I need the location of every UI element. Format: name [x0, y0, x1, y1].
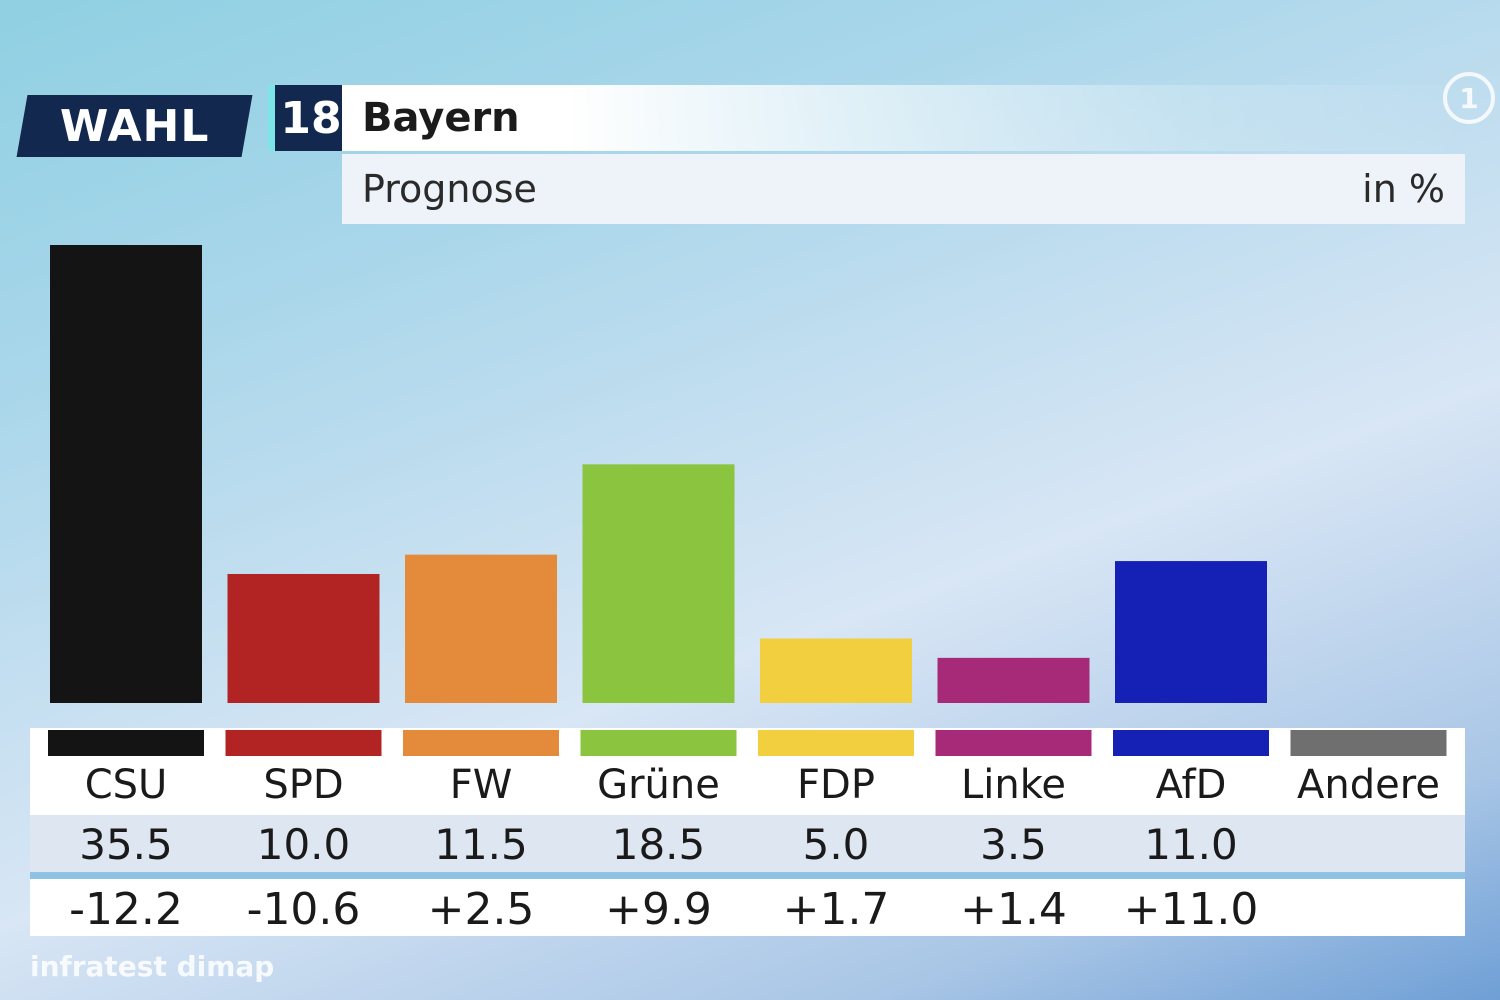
- change-label-spd: -10.6: [246, 884, 361, 935]
- party-label-spd: SPD: [263, 762, 344, 808]
- year-badge: 18: [268, 85, 347, 151]
- change-label-linke: +1.4: [960, 884, 1067, 935]
- channel-logo-icon: 1: [1443, 72, 1495, 124]
- color-strip-afd: [1113, 730, 1269, 756]
- party-label-fdp: FDP: [797, 762, 875, 808]
- party-label-andere: Andere: [1297, 762, 1440, 808]
- source-label: infratest dimap: [30, 950, 275, 983]
- bar-afd: [1115, 561, 1267, 703]
- bar-linke: [937, 657, 1090, 703]
- value-label-gr-ne: 18.5: [611, 820, 706, 869]
- page-title: Bayern: [342, 85, 1465, 151]
- title-text: Bayern: [362, 95, 520, 141]
- party-label-fw: FW: [449, 762, 513, 808]
- value-label-afd: 11.0: [1144, 820, 1238, 869]
- color-strip-linke: [935, 730, 1092, 756]
- value-label-fdp: 5.0: [802, 820, 870, 869]
- value-label-linke: 3.5: [980, 820, 1047, 869]
- bar-csu: [50, 245, 202, 703]
- color-strip-andere: [1290, 730, 1447, 756]
- color-strip-spd: [225, 730, 382, 756]
- change-label-fdp: +1.7: [782, 884, 890, 935]
- subtitle-text: Prognose: [362, 167, 537, 211]
- subtitle-bar: Prognose in %: [342, 154, 1465, 224]
- change-label-afd: +11.0: [1123, 884, 1259, 935]
- party-label-csu: CSU: [84, 762, 168, 808]
- bar-fw: [405, 554, 557, 703]
- unit-label: in %: [1362, 167, 1445, 211]
- change-label-csu: -12.2: [69, 884, 183, 935]
- values-row-band: [30, 815, 1465, 872]
- row-separator: [30, 872, 1465, 879]
- color-strip-fdp: [758, 730, 914, 756]
- color-strip-gr-ne: [580, 730, 737, 756]
- change-label-gr-ne: +9.9: [605, 884, 712, 935]
- party-label-afd: AfD: [1155, 762, 1227, 808]
- color-strip-csu: [48, 730, 204, 756]
- party-label-gr-ne: Grüne: [597, 762, 720, 808]
- party-label-linke: Linke: [960, 762, 1067, 808]
- bar-spd: [227, 573, 380, 703]
- color-strip-fw: [403, 730, 559, 756]
- value-label-fw: 11.5: [434, 820, 528, 869]
- bar-gr-ne: [582, 464, 735, 703]
- change-label-fw: +2.5: [427, 884, 535, 935]
- value-label-csu: 35.5: [79, 820, 173, 869]
- value-label-spd: 10.0: [256, 820, 351, 869]
- bar-fdp: [760, 638, 912, 703]
